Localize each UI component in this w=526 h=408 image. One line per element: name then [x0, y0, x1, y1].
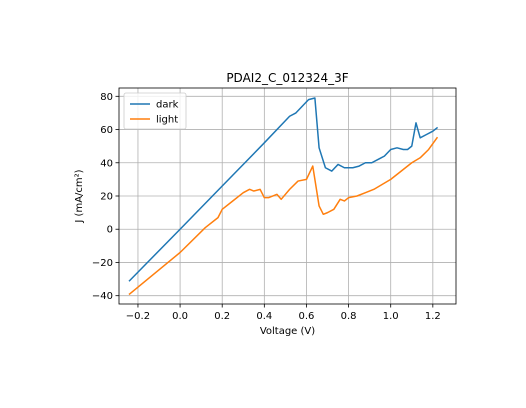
x-tick-label: 0.6	[299, 311, 315, 322]
y-tick-label: 40	[100, 158, 113, 169]
legend-label-light: light	[156, 115, 178, 126]
y-tick-label: −20	[92, 258, 113, 269]
x-tick-label: 1.0	[383, 311, 399, 322]
plot-lines	[128, 97, 439, 296]
x-tick-label: −0.2	[126, 311, 150, 322]
series-line-light	[128, 136, 439, 296]
y-axis-label: J (mA/cm²)	[74, 169, 85, 223]
x-tick-label: 0.8	[341, 311, 357, 322]
x-axis-label: Voltage (V)	[260, 326, 315, 337]
chart-title: PDAI2_C_012324_3F	[226, 71, 348, 85]
series-line-dark	[128, 97, 439, 282]
legend-box	[123, 92, 187, 130]
legend: dark light	[123, 92, 187, 130]
y-tick-label: 20	[100, 192, 113, 203]
grid	[119, 88, 456, 304]
x-tick-label: 1.2	[425, 311, 441, 322]
y-tick-label: 60	[100, 125, 113, 136]
x-tick-label: 0.4	[256, 311, 272, 322]
legend-label-dark: dark	[156, 100, 179, 111]
x-tick-label: 0.0	[172, 311, 188, 322]
y-tick-label: −40	[92, 291, 113, 302]
y-tick-label: 80	[100, 92, 113, 103]
x-tick-label: 0.2	[214, 311, 230, 322]
y-tick-label: 0	[107, 225, 113, 236]
axis-ticks: −0.2 0.0 0.2 0.4 0.6 0.8 1.0 1.2 −40 −20 0 20 40 60 80	[92, 92, 441, 322]
